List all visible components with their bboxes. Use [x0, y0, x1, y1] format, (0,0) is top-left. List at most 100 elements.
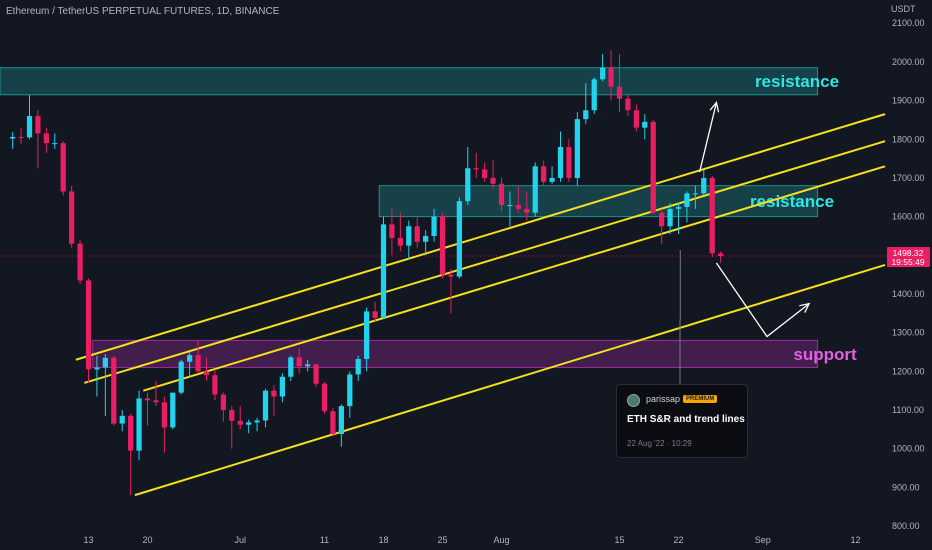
- candle[interactable]: [423, 230, 429, 256]
- candle[interactable]: [616, 54, 623, 113]
- idea-title[interactable]: ETH S&R and trend lines: [627, 414, 745, 425]
- candle[interactable]: [102, 353, 108, 416]
- candle-body: [583, 110, 589, 120]
- candle[interactable]: [52, 133, 58, 149]
- candle[interactable]: [549, 166, 555, 184]
- candle[interactable]: [170, 392, 176, 430]
- x-tick-label: 12: [850, 535, 860, 545]
- candle[interactable]: [136, 390, 142, 461]
- candle[interactable]: [439, 212, 446, 279]
- candle[interactable]: [355, 355, 361, 382]
- candle[interactable]: [111, 355, 117, 426]
- candle[interactable]: [237, 406, 243, 430]
- author-name[interactable]: parissap: [646, 394, 681, 404]
- candle[interactable]: [161, 396, 167, 453]
- candle[interactable]: [625, 94, 631, 117]
- candle[interactable]: [650, 119, 656, 215]
- candle[interactable]: [591, 77, 597, 115]
- candle[interactable]: [574, 112, 580, 186]
- candle-body: [718, 253, 724, 257]
- candle[interactable]: [254, 417, 260, 432]
- candle[interactable]: [372, 301, 378, 322]
- candle[interactable]: [633, 104, 639, 132]
- candle[interactable]: [69, 185, 75, 248]
- candle[interactable]: [600, 54, 606, 82]
- candle[interactable]: [406, 220, 412, 260]
- candle[interactable]: [153, 381, 159, 407]
- candle[interactable]: [178, 359, 184, 395]
- candle[interactable]: [144, 392, 151, 426]
- candle[interactable]: [220, 392, 226, 422]
- candle[interactable]: [364, 307, 370, 372]
- candle-body: [541, 166, 547, 182]
- candle-body: [650, 121, 656, 213]
- candle[interactable]: [465, 146, 471, 206]
- candle[interactable]: [77, 239, 83, 285]
- candle[interactable]: [26, 94, 33, 140]
- candle[interactable]: [389, 208, 395, 256]
- candle[interactable]: [187, 352, 193, 378]
- candle[interactable]: [524, 191, 530, 221]
- candle[interactable]: [60, 141, 66, 196]
- candle[interactable]: [380, 216, 387, 320]
- candle[interactable]: [128, 413, 134, 496]
- candle[interactable]: [262, 388, 269, 428]
- candle[interactable]: [541, 160, 547, 186]
- candle[interactable]: [246, 419, 252, 434]
- candle[interactable]: [203, 357, 210, 382]
- candle-body: [574, 119, 580, 178]
- candle[interactable]: [490, 160, 496, 190]
- candle[interactable]: [431, 208, 437, 242]
- candle[interactable]: [85, 278, 92, 383]
- candle-body: [161, 402, 167, 428]
- candle[interactable]: [642, 114, 648, 140]
- candle[interactable]: [321, 382, 328, 414]
- candle[interactable]: [119, 410, 125, 432]
- candle[interactable]: [279, 373, 285, 403]
- candle[interactable]: [684, 191, 690, 223]
- candle[interactable]: [659, 208, 665, 244]
- candle[interactable]: [10, 132, 16, 149]
- candle[interactable]: [667, 203, 673, 235]
- candle[interactable]: [566, 139, 572, 182]
- candle[interactable]: [448, 268, 454, 314]
- candle[interactable]: [473, 152, 479, 178]
- candle[interactable]: [43, 127, 49, 153]
- candle[interactable]: [338, 404, 344, 447]
- candle[interactable]: [305, 359, 311, 372]
- candle[interactable]: [397, 212, 403, 252]
- candle[interactable]: [347, 371, 353, 418]
- candle[interactable]: [675, 203, 682, 235]
- candle[interactable]: [414, 216, 420, 248]
- candle-body: [136, 398, 142, 451]
- candle[interactable]: [94, 355, 100, 397]
- candle[interactable]: [709, 176, 715, 258]
- candle[interactable]: [456, 197, 462, 279]
- candle[interactable]: [583, 83, 589, 124]
- candle[interactable]: [195, 340, 201, 374]
- candle[interactable]: [229, 406, 235, 449]
- candle[interactable]: [498, 177, 505, 211]
- candle[interactable]: [271, 384, 277, 416]
- zone-label-resistance-1: resistance: [750, 192, 834, 211]
- candle[interactable]: [718, 251, 724, 264]
- candle[interactable]: [532, 162, 538, 217]
- candle[interactable]: [482, 162, 488, 182]
- candle[interactable]: [507, 191, 513, 227]
- candle[interactable]: [701, 170, 707, 196]
- candle[interactable]: [330, 408, 336, 437]
- candle[interactable]: [18, 127, 24, 144]
- candle[interactable]: [288, 355, 294, 382]
- candle-body: [77, 243, 83, 281]
- candle[interactable]: [608, 50, 614, 101]
- candle[interactable]: [692, 185, 698, 209]
- candle[interactable]: [515, 185, 521, 213]
- candle[interactable]: [212, 369, 218, 401]
- candle[interactable]: [313, 363, 319, 387]
- idea-card[interactable]: parissap PREMIUM ETH S&R and trend lines…: [616, 384, 748, 458]
- candle[interactable]: [557, 131, 564, 182]
- candle[interactable]: [296, 348, 302, 374]
- candle[interactable]: [35, 110, 41, 169]
- candle-body: [313, 364, 319, 384]
